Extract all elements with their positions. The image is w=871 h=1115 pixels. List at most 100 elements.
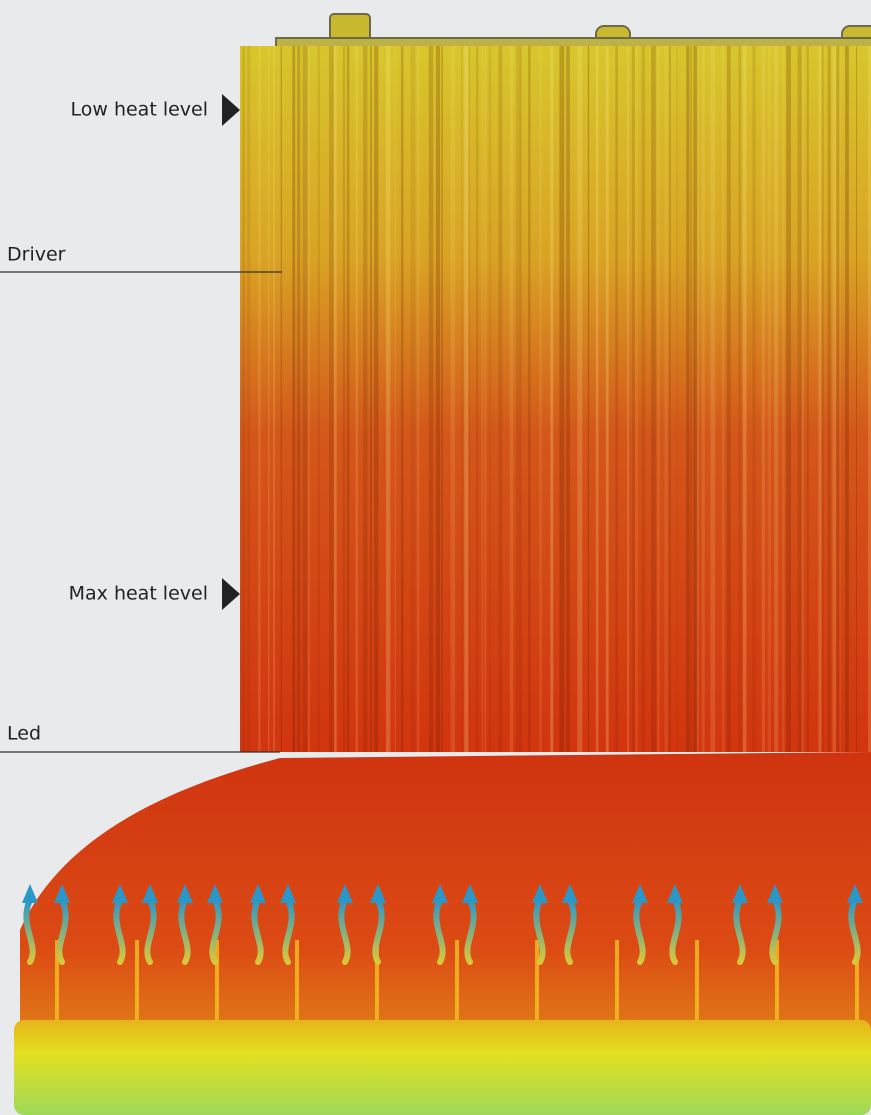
- fin: [441, 46, 443, 752]
- label: Max heat level: [69, 583, 208, 605]
- fin: [686, 46, 690, 752]
- fin: [247, 46, 251, 752]
- arrow-shaft: [533, 897, 546, 965]
- fin: [631, 46, 635, 752]
- arrow-shaft: [209, 897, 222, 965]
- arrow-head: [847, 884, 863, 903]
- ribs: [55, 940, 859, 1020]
- airflow-arrows: [22, 884, 863, 965]
- arrow-shaft: [669, 897, 682, 965]
- fin: [498, 46, 503, 752]
- fin: [651, 46, 656, 752]
- arrow-head: [632, 884, 648, 903]
- fin: [605, 46, 609, 752]
- arrow-shaft: [282, 897, 295, 965]
- fin: [435, 46, 441, 752]
- fin: [292, 46, 296, 752]
- arrow-head: [667, 884, 683, 903]
- driver-body: [240, 46, 871, 752]
- rib: [775, 940, 779, 1020]
- fin: [738, 46, 741, 752]
- rib: [695, 940, 699, 1020]
- arrow-shaft: [56, 897, 69, 965]
- rib: [615, 940, 619, 1020]
- fin: [258, 46, 261, 752]
- arrow-head: [177, 884, 193, 903]
- arrow-shaft: [769, 897, 782, 965]
- fin: [761, 46, 766, 752]
- fin: [721, 46, 725, 752]
- arrow-shaft: [251, 897, 264, 965]
- fin: [634, 46, 639, 752]
- fin: [539, 46, 542, 752]
- arrow-head: [142, 884, 158, 903]
- arrow-head: [112, 884, 128, 903]
- fin: [394, 46, 396, 752]
- rib: [535, 940, 539, 1020]
- arrow-head: [22, 884, 38, 903]
- arrow-shaft: [23, 897, 36, 965]
- fin: [839, 46, 841, 752]
- fin: [566, 46, 570, 752]
- arrow-shaft: [372, 897, 385, 965]
- fins: [242, 46, 871, 752]
- arrow-head: [280, 884, 296, 903]
- fin: [786, 46, 791, 752]
- fin: [363, 46, 368, 752]
- arrow-head: [207, 884, 223, 903]
- arrow-head: [432, 884, 448, 903]
- fin: [268, 46, 270, 752]
- fin: [742, 46, 747, 752]
- fin: [726, 46, 731, 752]
- fin: [701, 46, 705, 752]
- fin: [484, 46, 486, 752]
- fin: [774, 46, 779, 752]
- fin: [475, 46, 479, 752]
- fin: [516, 46, 521, 752]
- fin: [416, 46, 420, 752]
- fin: [845, 46, 849, 752]
- fin: [587, 46, 590, 752]
- fin: [242, 46, 246, 752]
- pointer: [222, 94, 240, 126]
- base: [14, 1020, 871, 1115]
- arrow-shaft: [464, 897, 477, 965]
- fin: [410, 46, 416, 752]
- fin: [528, 46, 531, 752]
- fin: [346, 46, 350, 752]
- cap: [275, 13, 871, 49]
- fin: [461, 46, 463, 752]
- fin: [280, 46, 282, 752]
- fin: [627, 46, 629, 752]
- fin: [856, 46, 858, 752]
- fin: [328, 46, 334, 752]
- arrow-shaft: [564, 897, 577, 965]
- fin: [428, 46, 434, 752]
- fin: [519, 46, 522, 752]
- fin: [641, 46, 646, 752]
- fin: [752, 46, 756, 752]
- rib: [55, 940, 59, 1020]
- arrow-shaft: [433, 897, 446, 965]
- fin: [385, 46, 391, 752]
- fin: [615, 46, 618, 752]
- fin: [827, 46, 831, 752]
- fin: [374, 46, 379, 752]
- rib: [215, 940, 219, 1020]
- fin: [468, 46, 470, 752]
- fin: [450, 46, 456, 752]
- arrow-head: [767, 884, 783, 903]
- fin: [710, 46, 716, 752]
- fin: [400, 46, 404, 752]
- rib: [375, 940, 379, 1020]
- fin: [806, 46, 809, 752]
- arrow-shaft: [144, 897, 157, 965]
- fin: [559, 46, 565, 752]
- label: Low heat level: [71, 99, 209, 121]
- arrow-shaft: [178, 897, 191, 965]
- fin: [342, 46, 345, 752]
- arrow-shaft: [633, 897, 646, 965]
- fin: [832, 46, 837, 752]
- fin: [481, 46, 484, 752]
